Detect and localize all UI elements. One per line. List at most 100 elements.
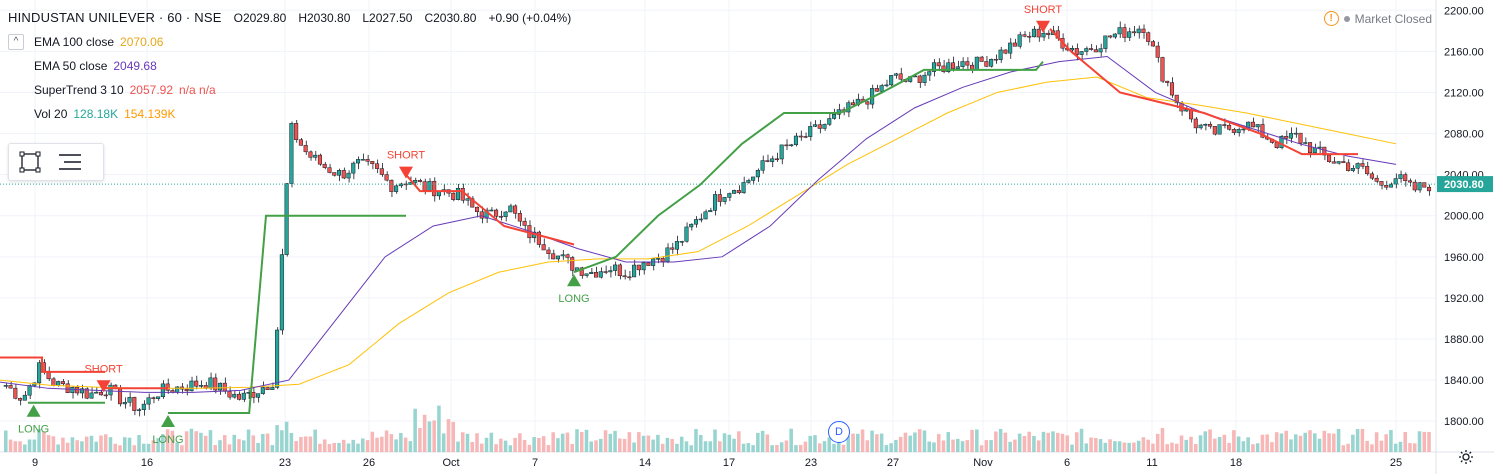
- volume-bar: [232, 434, 237, 452]
- volume-bar: [365, 440, 370, 452]
- candle-body: [246, 392, 251, 394]
- candle-body: [1098, 48, 1103, 53]
- candle-body: [941, 65, 946, 72]
- candle-body: [1022, 34, 1027, 37]
- candle-body: [137, 409, 142, 411]
- collapse-icon[interactable]: ^: [8, 34, 24, 50]
- volume-bar: [222, 435, 227, 452]
- volume-bar: [898, 436, 903, 452]
- candle-body: [351, 162, 356, 174]
- candle-body: [1089, 48, 1094, 50]
- candle-body: [346, 172, 351, 179]
- candle-body: [655, 258, 660, 260]
- volume-bar: [565, 432, 570, 452]
- candle-body: [1303, 142, 1308, 144]
- candle-body: [1031, 28, 1036, 38]
- volume-bar: [879, 433, 884, 452]
- candle-body: [1222, 124, 1227, 126]
- volume-bar: [1274, 432, 1279, 452]
- candle-body: [613, 264, 618, 271]
- volume-bar: [1132, 442, 1136, 452]
- volume-bar: [1017, 433, 1022, 452]
- candle-body: [746, 180, 751, 183]
- supertrend-extra: n/a n/a: [179, 83, 216, 97]
- candle-body: [241, 392, 246, 400]
- volume-bar: [1427, 431, 1431, 452]
- volume-bar: [346, 443, 351, 452]
- candle-body: [194, 380, 199, 387]
- x-tick-label: 9: [32, 457, 38, 469]
- candle-body: [703, 211, 708, 220]
- list-icon[interactable]: [53, 148, 87, 176]
- candle-body: [513, 205, 518, 214]
- candle-body: [1403, 174, 1408, 182]
- candle-body: [584, 273, 589, 276]
- volume-bar: [956, 438, 960, 452]
- volume-bar: [375, 437, 379, 452]
- volume-bar: [989, 440, 993, 452]
- candle-body: [70, 387, 75, 393]
- candle-body: [708, 210, 713, 213]
- volume-bar: [656, 434, 660, 452]
- y-tick-label: 1840.00: [1444, 375, 1484, 387]
- market-status[interactable]: ! Market Closed: [1323, 11, 1432, 26]
- volume-bar: [1370, 444, 1374, 452]
- supertrend-up-line: [573, 60, 1044, 274]
- volume-bar: [527, 444, 532, 452]
- volume-bar: [237, 439, 241, 452]
- volume-bar: [227, 444, 232, 452]
- dividend-marker[interactable]: D: [828, 421, 850, 443]
- candle-body: [1227, 124, 1232, 130]
- volume-bar: [746, 443, 751, 452]
- legend-ema100[interactable]: ^ EMA 100 close 2070.06: [8, 30, 571, 54]
- volume-bar: [1065, 435, 1070, 452]
- volume-bar: [1217, 436, 1222, 452]
- volume-bar: [1094, 437, 1098, 452]
- volume-bar: [508, 445, 513, 452]
- volume-bar: [1355, 429, 1360, 452]
- candle-body: [617, 264, 622, 277]
- gear-icon[interactable]: [1458, 449, 1474, 470]
- volume-bar: [1227, 442, 1231, 452]
- volume-bar: [484, 437, 489, 452]
- legend-volume[interactable]: Vol 20 128.18K 154.139K: [8, 102, 571, 126]
- candle-body: [394, 185, 399, 192]
- candle-body: [603, 271, 608, 273]
- candle-body: [13, 387, 18, 399]
- volume-bar: [770, 445, 774, 452]
- square-icon[interactable]: [13, 148, 47, 176]
- candle-body: [784, 144, 789, 147]
- candle-body: [817, 124, 822, 129]
- volume-bar: [551, 432, 555, 452]
- volume-bar: [1055, 432, 1060, 452]
- candle-body: [189, 380, 194, 392]
- volume-bar: [418, 427, 422, 452]
- candle-body: [370, 161, 375, 164]
- volume-bar: [460, 432, 465, 452]
- candle-body: [803, 136, 808, 138]
- volume-bar: [613, 430, 617, 452]
- candle-body: [89, 392, 94, 399]
- legend-ema50[interactable]: EMA 50 close 2049.68: [8, 54, 571, 78]
- volume-bar: [341, 439, 346, 452]
- volume-bar: [513, 437, 517, 452]
- candle-body: [1279, 135, 1284, 148]
- legend-supertrend[interactable]: SuperTrend 3 10 2057.92 n/a n/a: [8, 78, 571, 102]
- volume-bar: [1222, 434, 1227, 452]
- volume-bar: [1127, 442, 1131, 452]
- volume-bar: [618, 438, 622, 452]
- candle-body: [436, 191, 441, 197]
- volume-bar: [884, 445, 889, 452]
- warning-icon: !: [1323, 11, 1339, 26]
- candle-body: [812, 124, 818, 127]
- candle-body: [1131, 31, 1136, 34]
- volume-bar: [503, 440, 508, 452]
- supertrend-down-line: [405, 173, 575, 246]
- volume-bar: [1293, 434, 1298, 452]
- candle-body: [1146, 32, 1151, 42]
- candle-body: [79, 388, 84, 394]
- volume-bar: [208, 430, 213, 452]
- candle-body: [727, 193, 732, 198]
